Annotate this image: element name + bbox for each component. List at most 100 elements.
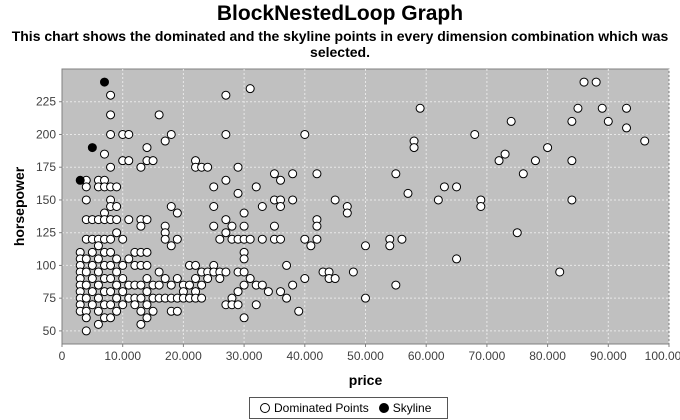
- dominated-point-251: [512, 228, 522, 238]
- dominated-point-187: [239, 280, 249, 290]
- y-tick-label-1: 75: [43, 291, 57, 305]
- dominated-point-158: [209, 221, 219, 231]
- data-points: [75, 77, 650, 336]
- dominated-point-190: [245, 234, 255, 244]
- dominated-point-220: [312, 221, 322, 231]
- dominated-point-55: [106, 162, 116, 172]
- dominated-point-237: [403, 188, 413, 198]
- dominated-point-78: [118, 234, 128, 244]
- dominated-point-27: [87, 287, 97, 297]
- dominated-point-165: [221, 129, 231, 139]
- dominated-point-236: [397, 234, 407, 244]
- dominated-point-34: [93, 254, 103, 264]
- dominated-point-102: [136, 319, 146, 329]
- dominated-point-201: [269, 221, 279, 231]
- dominated-point-259: [573, 103, 583, 113]
- y-tick-label-0: 50: [43, 324, 57, 338]
- dominated-point-126: [166, 129, 176, 139]
- dominated-point-167: [221, 215, 231, 225]
- y-axis-ticks: 50 75 100 125 150 175 200 225: [36, 95, 62, 338]
- dominated-point-240: [415, 103, 425, 113]
- dominated-point-254: [543, 143, 553, 153]
- x-tick-label-4: 40.000: [286, 349, 323, 363]
- dominated-point-196: [257, 234, 267, 244]
- dominated-point-197: [257, 280, 267, 290]
- skyline-point-1: [87, 143, 97, 153]
- dominated-point-127: [166, 202, 176, 211]
- dominated-point-61: [106, 247, 116, 257]
- legend: Dominated Points Skyline: [249, 397, 449, 419]
- dominated-point-255: [555, 267, 565, 277]
- dominated-point-100: [136, 293, 146, 303]
- y-tick-label-2: 100: [36, 258, 56, 272]
- dominated-point-62: [106, 260, 116, 270]
- dominated-point-52: [106, 90, 116, 100]
- x-tick-label-0: 0: [59, 349, 66, 363]
- dominated-point-38: [93, 306, 103, 316]
- dominated-point-164: [221, 90, 231, 100]
- legend-item-dominated: Dominated Points: [260, 401, 369, 415]
- dominated-point-16: [81, 267, 91, 277]
- dominated-point-85: [124, 215, 134, 225]
- dominated-point-71: [112, 254, 122, 264]
- dominated-point-180: [233, 300, 243, 310]
- dominated-point-109: [142, 287, 152, 297]
- dominated-point-213: [294, 306, 304, 316]
- y-tick-label-4: 150: [36, 193, 56, 207]
- dominated-point-188: [239, 313, 249, 323]
- dominated-point-250: [506, 116, 516, 126]
- dominated-point-189: [245, 84, 255, 94]
- dominated-point-262: [597, 103, 607, 113]
- dominated-point-226: [330, 274, 340, 284]
- dominated-point-261: [591, 77, 601, 87]
- x-axis-label: price: [349, 372, 383, 388]
- dominated-point-171: [227, 221, 237, 231]
- dominated-point-124: [160, 274, 170, 284]
- dominated-point-28: [87, 300, 97, 310]
- dominated-point-182: [239, 221, 249, 231]
- legend-label-skyline: Skyline: [392, 401, 432, 415]
- dominated-point-208: [282, 260, 292, 270]
- y-tick-label-5: 175: [36, 160, 56, 174]
- dominated-point-66: [106, 313, 116, 323]
- dominated-point-210: [288, 169, 298, 179]
- x-tick-label-10: 100.00: [645, 349, 680, 363]
- dominated-point-185: [239, 254, 249, 264]
- dominated-point-93: [130, 300, 140, 310]
- dominated-point-258: [567, 195, 577, 205]
- legend-label-dominated: Dominated Points: [274, 401, 369, 415]
- dominated-point-26: [87, 274, 97, 284]
- dominated-point-128: [166, 241, 176, 251]
- dominated-point-198: [263, 287, 273, 297]
- dominated-point-108: [142, 274, 152, 284]
- dominated-point-64: [106, 287, 116, 297]
- dominated-point-18: [81, 293, 91, 303]
- dominated-point-105: [142, 215, 152, 225]
- dominated-point-111: [142, 313, 152, 323]
- dominated-point-123: [160, 234, 170, 244]
- dominated-point-70: [112, 228, 122, 238]
- dominated-point-215: [300, 234, 310, 244]
- dominated-point-17: [81, 280, 91, 290]
- dominated-point-136: [172, 306, 182, 316]
- y-axis-label: horsepower: [11, 166, 27, 246]
- dominated-point-115: [148, 306, 158, 316]
- dominated-point-133: [172, 234, 182, 244]
- dominated-point-169: [221, 267, 231, 277]
- chart-subtitle-line-2: selected.: [310, 44, 370, 60]
- dominated-point-212: [288, 280, 298, 290]
- dominated-point-206: [276, 234, 286, 244]
- dominated-point-132: [172, 208, 182, 218]
- dominated-point-65: [106, 300, 116, 310]
- dominated-point-234: [391, 169, 401, 179]
- chart-title: BlockNestedLoop Graph: [216, 2, 464, 25]
- legend-item-skyline: Skyline: [378, 401, 432, 415]
- dominated-point-112: [148, 156, 158, 166]
- dominated-point-94: [136, 162, 146, 172]
- x-tick-label-8: 80.000: [529, 349, 566, 363]
- dominated-point-116: [154, 110, 164, 120]
- dominated-point-141: [184, 280, 194, 290]
- x-tick-label-2: 20.000: [165, 349, 202, 363]
- grid-lines: [61, 69, 670, 344]
- dominated-point-235: [391, 280, 401, 290]
